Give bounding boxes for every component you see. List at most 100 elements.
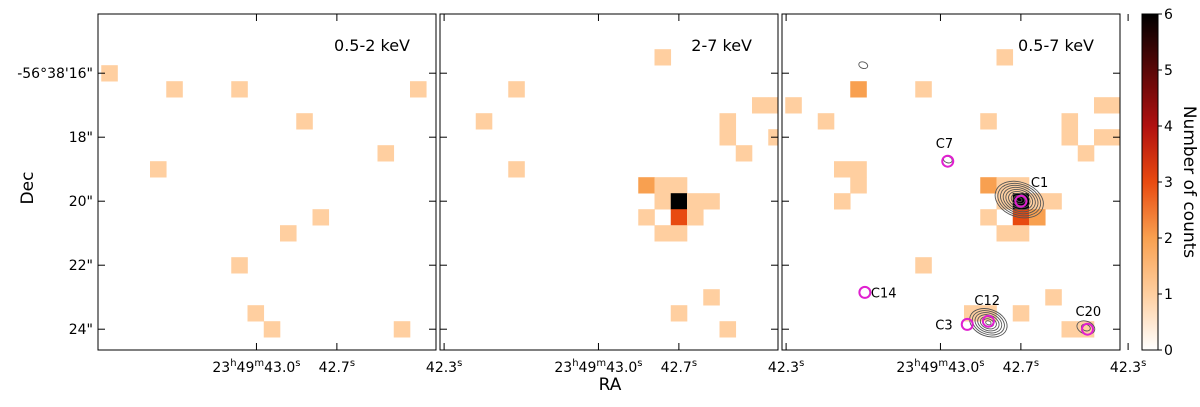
source-label-c20: C20 — [1076, 305, 1102, 320]
colorbar-tick-label: 1 — [1164, 287, 1173, 303]
ra-tick-label: 42.3s — [426, 358, 462, 376]
ra-tick-label: 23h49m43.0s — [896, 358, 984, 376]
count-pixel — [980, 177, 997, 194]
ra-tick-label: 23h49m43.0s — [554, 358, 642, 376]
ra-tick-label: 42.3s — [1110, 358, 1146, 376]
ra-tick-label: 42.7s — [1003, 358, 1039, 376]
count-pixel — [166, 81, 183, 98]
count-pixel — [638, 177, 655, 194]
count-pixel — [687, 193, 704, 210]
count-pixel — [850, 177, 867, 194]
band-label: 0.5-7 keV — [1018, 36, 1094, 55]
count-pixel — [817, 113, 835, 130]
contour-line — [1008, 191, 1031, 209]
count-pixel — [654, 177, 672, 194]
count-pixel — [296, 113, 313, 130]
count-pixel — [1029, 209, 1046, 226]
colorbar-label: Number of counts — [1179, 106, 1199, 258]
x-axis-label: RA — [599, 375, 622, 395]
colorbar-gradient — [1141, 13, 1159, 351]
count-pixel — [654, 193, 672, 210]
count-pixel — [980, 113, 997, 130]
colorbar-tick-label: 3 — [1164, 175, 1173, 191]
source-marker-c20 — [1081, 322, 1094, 336]
count-pixel — [1110, 97, 1120, 114]
count-pixel — [670, 225, 688, 242]
count-pixel — [263, 321, 281, 338]
count-pixel — [638, 209, 655, 226]
count-pixel — [670, 209, 688, 226]
dec-tick-label: 22" — [69, 258, 93, 274]
count-pixel — [1012, 225, 1030, 242]
contour-line — [974, 312, 1003, 334]
count-pixel — [915, 257, 932, 274]
source-label-c7: C7 — [936, 137, 953, 152]
contour-line — [985, 320, 992, 326]
count-pixel — [1012, 305, 1030, 322]
count-pixel — [508, 161, 525, 178]
ra-tick-label: 42.7s — [319, 358, 355, 376]
count-pixel — [850, 161, 867, 178]
count-pixel — [101, 65, 118, 82]
contour-line — [979, 316, 997, 330]
count-pixel — [719, 321, 737, 338]
y-axis-label: Dec — [18, 172, 38, 205]
count-pixel — [768, 97, 778, 114]
ra-tick-label: 23h49m43.0s — [212, 358, 300, 376]
contour-line — [1000, 184, 1039, 215]
count-pixel — [1061, 321, 1079, 338]
count-pixel — [1077, 145, 1095, 162]
source-marker-c7 — [941, 154, 955, 168]
count-pixel — [703, 289, 720, 306]
ra-tick-label: 42.7s — [661, 358, 697, 376]
count-pixel — [280, 225, 297, 242]
panels: 0.5-2 keV 2-7 keV C1 C7 C12 C3 C14 C20 0.5-7 keV — [97, 13, 1129, 351]
count-pixel — [834, 193, 851, 210]
contour-line — [1005, 188, 1034, 211]
count-pixel — [150, 161, 167, 178]
source-label-c12: C12 — [974, 294, 1000, 309]
count-pixel — [654, 49, 672, 66]
panel-0-5-2-kev: 0.5-2 keV — [97, 13, 445, 351]
dec-tick-label: 18" — [69, 130, 93, 146]
count-pixel — [654, 225, 672, 242]
source-marker-c14 — [858, 285, 872, 299]
contour-line — [1002, 186, 1036, 213]
ra-tick-labels: 23h49m43.0s 42.7s 42.3s 23h49m43.0s 42.7s 42.… — [212, 358, 1146, 376]
ra-tick-label: 42.3s — [768, 358, 804, 376]
colorbar-tick-label: 0 — [1164, 343, 1173, 359]
colorbar-tick-label: 5 — [1164, 63, 1173, 79]
count-pixel — [312, 209, 330, 226]
colorbar-tick-label: 4 — [1164, 119, 1173, 135]
panel-2-7-kev: 2-7 keV — [439, 13, 787, 351]
count-pixel — [719, 113, 737, 130]
colorbar-tick-label: 6 — [1164, 7, 1173, 23]
colorbar-ticks: 0 1 2 3 4 5 6 — [1158, 7, 1173, 359]
count-pixel — [687, 209, 704, 226]
count-pixel — [850, 81, 867, 98]
contour-line — [969, 308, 1008, 338]
count-pixel — [393, 321, 411, 338]
dec-tick-label: 20" — [69, 194, 93, 210]
panel-frame — [781, 13, 1121, 351]
source-marker-c3 — [960, 317, 974, 331]
contour-line — [994, 180, 1044, 219]
contour-line — [858, 61, 869, 70]
source-label-c1: C1 — [1031, 176, 1048, 191]
count-pixel — [752, 97, 769, 114]
dec-tick-labels: -56°38'16" 18" 20" 22" 24" — [17, 66, 93, 338]
count-pixel — [834, 161, 851, 178]
source-label-c14: C14 — [871, 286, 897, 301]
source-marker-c1 — [1014, 194, 1028, 208]
dec-tick-label: 24" — [69, 322, 93, 338]
count-pixel — [1094, 97, 1111, 114]
contour-line — [997, 182, 1042, 217]
count-pixel — [785, 97, 802, 114]
count-pixel — [980, 209, 997, 226]
count-pixel — [1094, 129, 1111, 146]
count-pixel — [508, 81, 525, 98]
count-pixel — [377, 145, 395, 162]
count-pixel — [996, 49, 1014, 66]
panel-frame — [439, 13, 779, 351]
